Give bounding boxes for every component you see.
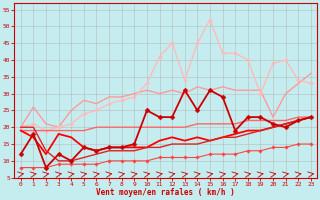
X-axis label: Vent moyen/en rafales ( km/h ): Vent moyen/en rafales ( km/h ) [96,188,235,197]
